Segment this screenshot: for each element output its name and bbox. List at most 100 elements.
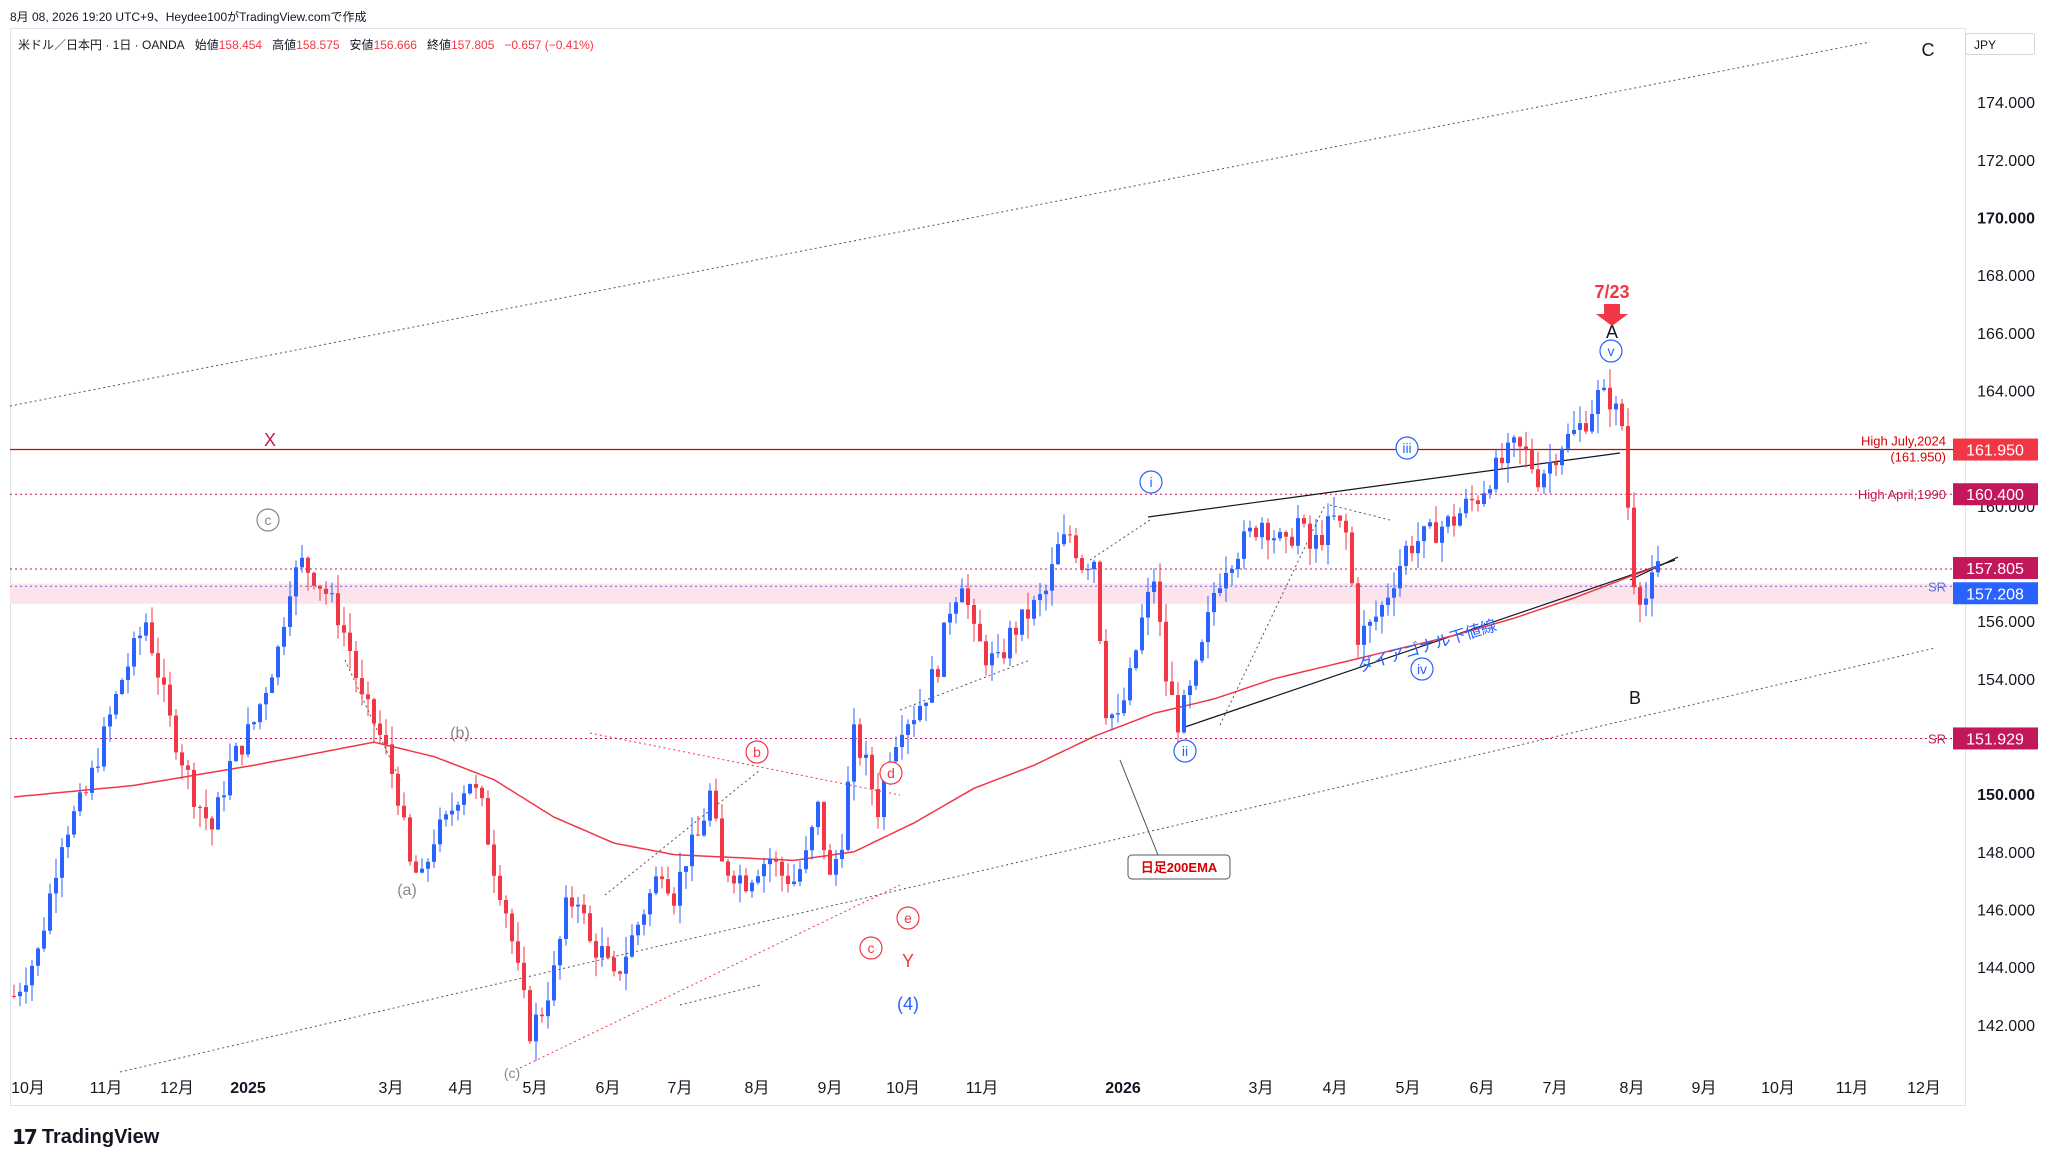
candle-body [1644, 598, 1648, 605]
candle-body [126, 666, 130, 681]
candle-body [42, 930, 46, 949]
candle-body [576, 904, 580, 907]
candle-body [1554, 462, 1558, 466]
candle-body [1194, 660, 1198, 686]
candle-body [1044, 590, 1048, 595]
wave-label-circle-15 [1599, 339, 1623, 363]
candle-body [504, 900, 508, 914]
candle-body [210, 818, 214, 830]
candle-body [516, 941, 520, 963]
candle-body [654, 876, 658, 894]
candle-body [702, 820, 706, 836]
candle-body [1086, 569, 1090, 571]
channel-lower-line [119, 647, 1936, 1073]
candle-body [1614, 403, 1618, 410]
candle-body [54, 877, 58, 894]
candle-body [1092, 561, 1096, 570]
wave-label-18: C [1922, 40, 1935, 60]
price-tick-14: 170.000 [1977, 210, 2035, 227]
diagonal-upper-line [1147, 452, 1621, 518]
candle-body [180, 752, 184, 766]
candle-body [540, 1014, 544, 1017]
time-tick-6: 5月 [523, 1080, 548, 1097]
candle-body [1482, 493, 1486, 504]
price-tick-7: 156.000 [1977, 614, 2035, 631]
candle-body [228, 761, 232, 796]
change-value: −0.657 (−0.41%) [504, 38, 594, 52]
candle-body [486, 798, 490, 845]
time-tick-19: 8月 [1620, 1080, 1645, 1097]
candle-body [396, 773, 400, 806]
candle-body [1326, 516, 1330, 546]
candle-body [1170, 681, 1174, 696]
candle-body [1260, 522, 1264, 538]
candle-body [1062, 534, 1066, 545]
candle-body [48, 893, 52, 931]
candle-body [1230, 569, 1234, 573]
candle-body [288, 596, 292, 627]
candle-body [978, 623, 982, 642]
candle-body [1134, 650, 1138, 669]
candle-body [852, 724, 856, 782]
candle-body [948, 613, 952, 623]
candle-body [450, 810, 454, 815]
candle-body [66, 834, 70, 848]
candle-body [612, 957, 616, 972]
currency-selector[interactable]: JPY [1965, 33, 2035, 55]
candle-body [234, 745, 238, 762]
tradingview-brand[interactable]: 𝟭𝟳 TradingView [12, 1125, 159, 1150]
candle-body [1392, 588, 1396, 598]
candle-body [1152, 581, 1156, 592]
horizontal-levels [10, 448, 1955, 739]
high-label: 高値 [272, 38, 297, 52]
candle-body [564, 897, 568, 939]
candle-body [1236, 558, 1240, 570]
candle-body [444, 814, 448, 820]
chart-caption: 8月 08, 2026 19:20 UTC+9、Heydee100がTradin… [10, 10, 367, 24]
wave-label-12: ii [1182, 743, 1188, 759]
time-tick-0: 10月 [11, 1080, 45, 1097]
time-axis[interactable]: 10月 11月 12月 2025 3月 4月 5月 6月 7月 8月 9月 10月 11月 2026 3月 4… [11, 1080, 1941, 1097]
candle-body [696, 834, 700, 836]
candle-body [426, 861, 430, 869]
candle-body [894, 747, 898, 762]
candle-body [198, 806, 202, 808]
candle-body [1212, 592, 1216, 613]
candle-body [300, 557, 304, 568]
candle-body [1638, 587, 1642, 605]
candle-body [1620, 403, 1624, 427]
candle-body [582, 904, 586, 914]
candle-body [306, 557, 310, 573]
level-label-0: High July,2024 [1861, 434, 1946, 449]
candle-body [1464, 498, 1468, 514]
price-tag-text-0: 161.950 [1966, 443, 2024, 460]
time-tick-1: 11月 [90, 1080, 123, 1097]
candle-body [90, 767, 94, 793]
candle-body [1164, 621, 1168, 682]
candle-body [18, 991, 22, 997]
candle-body [1602, 387, 1606, 391]
candle-body [1590, 413, 1594, 432]
candle-body [372, 699, 376, 724]
candle-body [1416, 541, 1420, 554]
candle-body [1290, 536, 1294, 546]
candle-body [1512, 437, 1516, 443]
price-tag-text-4: 151.929 [1966, 731, 2024, 748]
symbol-legend[interactable]: 米ドル／日本円 · 1日 · OANDA 始値158.454 高値158.575… [18, 36, 594, 53]
candle-body [648, 893, 652, 915]
candle-body [432, 844, 436, 862]
candle-body [1584, 423, 1588, 432]
time-tick-15: 4月 [1323, 1080, 1348, 1097]
candle-body [960, 588, 964, 603]
candle-body [768, 858, 772, 865]
candle-body [1566, 433, 1570, 449]
candle-body [1434, 522, 1438, 543]
candle-body [1338, 515, 1342, 521]
candle-body [924, 702, 928, 706]
time-tick-2: 12月 [160, 1080, 194, 1097]
candle-body [1542, 473, 1546, 488]
wave-label-16: A [1606, 322, 1618, 342]
candle-body [864, 754, 868, 758]
candle-body [630, 935, 634, 957]
